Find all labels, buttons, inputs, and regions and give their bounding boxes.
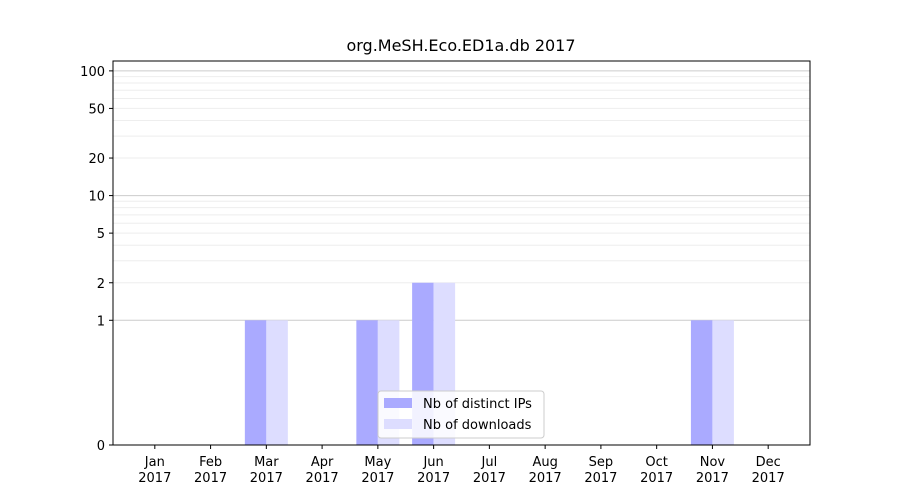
x-tick-label-year: 2017 [361, 471, 394, 486]
x-tick-label-year: 2017 [529, 471, 562, 486]
bar-downloads-mar [266, 320, 288, 445]
legend-label: Nb of distinct IPs [423, 397, 532, 412]
chart-title: org.MeSH.Eco.ED1a.db 2017 [346, 36, 575, 55]
x-tick-label-month: Mar [254, 455, 279, 470]
y-tick-label: 10 [88, 190, 105, 205]
grid-layer [113, 70, 810, 321]
x-tick-label-year: 2017 [250, 471, 283, 486]
x-tick-label-month: Jan [144, 455, 165, 470]
bar-distinct-ips-mar [244, 320, 267, 445]
legend: Nb of distinct IPs Nb of downloads [377, 390, 545, 439]
x-tick-label-month: Oct [645, 455, 667, 470]
y-tick-label: 2 [97, 277, 105, 292]
x-tick-label-month: Apr [311, 455, 334, 470]
x-axis: Jan2017Feb2017Mar2017Apr2017May2017Jun20… [138, 445, 785, 486]
x-tick-label-month: May [364, 455, 391, 470]
bar-distinct-ips-nov [690, 320, 713, 445]
legend-swatch [384, 398, 412, 408]
x-tick-label-month: Sep [589, 455, 614, 470]
legend-swatch [384, 419, 412, 429]
x-tick-label-month: Jul [481, 455, 498, 470]
x-tick-label-year: 2017 [417, 471, 450, 486]
x-tick-label-year: 2017 [194, 471, 227, 486]
x-tick-label-year: 2017 [306, 471, 339, 486]
x-tick-label-year: 2017 [696, 471, 729, 486]
y-tick-label: 50 [88, 102, 105, 117]
x-tick-label-year: 2017 [584, 471, 617, 486]
bar-downloads-nov [712, 320, 734, 445]
x-tick-label-month: Feb [199, 455, 222, 470]
x-tick-label-month: Dec [756, 455, 781, 470]
bar-distinct-ips-may [356, 320, 378, 445]
x-tick-label-month: Nov [700, 455, 726, 470]
x-tick-label-year: 2017 [138, 471, 171, 486]
y-axis: 0 1 2 5 10 20 50 100 [80, 65, 113, 454]
y-tick-label: 0 [97, 439, 105, 454]
x-tick-label-year: 2017 [473, 471, 506, 486]
y-tick-label: 5 [97, 227, 105, 242]
x-tick-label-month: Jun [422, 455, 443, 470]
x-tick-label-year: 2017 [752, 471, 785, 486]
x-tick-label-month: Aug [532, 455, 557, 470]
x-tick-label-year: 2017 [640, 471, 673, 486]
legend-label: Nb of downloads [423, 418, 532, 433]
y-tick-label: 100 [80, 65, 105, 80]
legend-box [377, 390, 545, 439]
y-tick-label: 1 [97, 314, 105, 329]
y-tick-label: 20 [88, 152, 105, 167]
plot-frame [112, 60, 811, 446]
